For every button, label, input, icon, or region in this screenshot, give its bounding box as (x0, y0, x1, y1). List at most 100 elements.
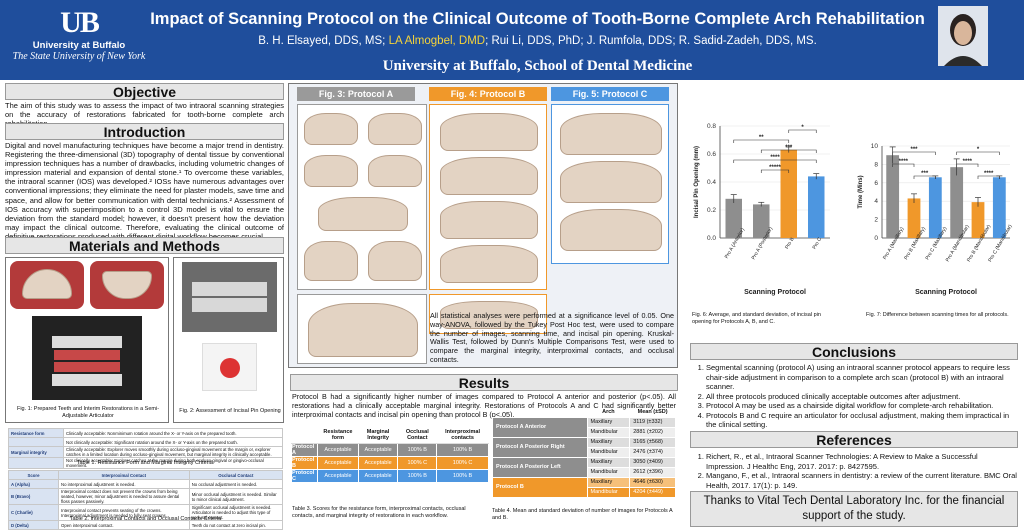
table-cell: Acceptable (317, 455, 359, 470)
portrait-icon (938, 6, 988, 66)
table-cell: Maxillary (586, 416, 631, 428)
table-cell: Protocol A Posterior Right (492, 436, 588, 458)
significance-label: *** (785, 145, 793, 151)
table-cell: 100% B (436, 442, 489, 457)
table-header: Score (8, 470, 59, 480)
articulator-photo (32, 316, 142, 400)
table-cell: Clinically acceptable: Explorer moves sm… (63, 446, 283, 458)
table-cell: Protocol B (492, 476, 588, 498)
table-4-caption: Table 4. Mean and standard deviation of … (492, 508, 673, 521)
table-cell: Mandibular (586, 466, 631, 478)
table-cell: Acceptable (317, 442, 359, 457)
table-cell: Protocol B (290, 455, 319, 470)
table-cell: 100% B (397, 442, 438, 457)
table-cell (8, 437, 64, 447)
significance-label: * (977, 147, 980, 153)
table-cell: Protocol A (290, 442, 319, 457)
table-header-row: Arch Mean (±SD) (493, 408, 676, 417)
x-axis-label: Scanning Protocol (915, 289, 977, 296)
figure-1: Fig. 1: Prepared Teeth and Interim Resto… (5, 257, 169, 423)
table-cell: 100% B (397, 468, 438, 483)
table-row: Not clinically acceptable: Explorer catc… (8, 457, 283, 469)
objective-heading: Objective (5, 83, 284, 100)
references-heading: References (690, 431, 1018, 448)
significance-label: *** (921, 171, 929, 177)
y-tick-label: 0.2 (707, 207, 716, 214)
table-cell: No interproximal adjustment is needed. (58, 479, 190, 489)
table-row: Protocol A Posterior Right Maxillary 3165 … (492, 436, 676, 458)
table-3-caption: Table 3. Scores for the resistance form,… (292, 506, 466, 519)
figure-5-title: Fig. 5: Protocol C (551, 87, 669, 101)
table-2: Score Interproximal Contact Occlusal Conta… (8, 470, 284, 530)
university-name: University at Buffalo (32, 40, 126, 51)
table-cell: 100% B (436, 468, 489, 483)
table-1: Resistance form Clinically acceptable: No… (8, 428, 283, 469)
table-cell: Maxillary (586, 456, 631, 468)
bar (753, 204, 770, 238)
significance-label: **** (770, 155, 780, 161)
bar (907, 198, 921, 238)
table-row: B (Bravo) Interproximal contact does not … (8, 488, 284, 505)
table-cell: 2881 (±202) (629, 426, 676, 438)
table-cell: Not clinically acceptable: Significant r… (63, 437, 283, 447)
x-tick-label: Pro B (784, 236, 796, 250)
table-row: A (Alpha) No interproximal adjustment is … (8, 479, 284, 489)
protocol-b-scans (429, 104, 547, 290)
table-cell: Mandibular (586, 486, 631, 498)
table-header (493, 408, 588, 417)
table-cell: 3119 (±332) (629, 416, 676, 428)
significance-bracket (733, 159, 817, 163)
table-header: Mean (±SD) (637, 409, 668, 416)
list-item: Protocol A may be used as a chairside di… (706, 401, 1018, 411)
y-tick-label: 0.4 (707, 179, 716, 186)
list-item: Mangano, F., et al., Intraoral scanners … (706, 471, 1018, 490)
significance-label: *** (910, 147, 918, 153)
table-header-row: Resistance form Marginal Integrity Occlusa… (291, 427, 489, 444)
significance-bracket (733, 139, 790, 143)
table-row: Protocol A Posterior Left Maxillary 3050 (… (492, 456, 676, 478)
table-row: Not clinically acceptable: Significant r… (8, 437, 283, 447)
table-header: Interproximal contacts (436, 427, 489, 444)
table-cell: D (Delta) (8, 520, 59, 530)
table-cell: Mandibular (586, 426, 631, 438)
acknowledgement: Thanks to Vital Tech Dental Laboratory I… (690, 491, 1018, 527)
table-cell: Teeth do not contact at zero incisal pin… (188, 520, 284, 530)
significance-bracket (788, 129, 817, 133)
bar (971, 202, 985, 238)
table-4: Arch Mean (±SD) Protocol A Anterior Maxill… (492, 408, 676, 498)
introduction-heading: Introduction (5, 123, 284, 140)
table-row: Resistance form Clinically acceptable: No… (8, 428, 283, 438)
significance-bracket (956, 151, 1000, 155)
table-cell: Mandibular (586, 446, 631, 458)
protocol-a-models (297, 294, 427, 364)
table-row: Marginal integrity Clinically acceptable:… (8, 446, 283, 458)
authors-part-a: B. H. Elsayed, DDS, MS; (258, 35, 389, 47)
table-header: Arch (602, 409, 615, 416)
table-cell: Acceptable (317, 468, 359, 483)
bar (808, 176, 825, 238)
table-cell: Protocol A Anterior (492, 416, 588, 438)
figure-3-title: Fig. 3: Protocol A (297, 87, 415, 101)
table-row: Protocol A Anterior Maxillary 3119 (±332) (492, 416, 676, 438)
results-heading: Results (290, 374, 678, 391)
table-cell: Acceptable (357, 455, 399, 470)
y-axis-label: Incisal Pin Opening (mm) (694, 146, 700, 218)
table-cell: Protocol A Posterior Left (492, 456, 588, 478)
y-tick-label: 0 (874, 235, 878, 242)
table-cell: Maxillary (586, 476, 631, 488)
significance-label: ** (759, 135, 764, 141)
statistics-text: All statistical analyses were performed … (430, 311, 674, 364)
table-cell: 3165 (±568) (629, 436, 676, 448)
figure-7-caption: Fig. 7: Difference between scanning time… (866, 312, 1009, 318)
table-cell: 3050 (±409) (629, 456, 676, 468)
significance-bracket (892, 151, 936, 155)
author-photo (938, 6, 988, 66)
table-cell: Acceptable (357, 442, 399, 457)
protocol-b-models (429, 294, 547, 334)
bar (780, 149, 797, 238)
table-header: Marginal Integrity (358, 427, 398, 444)
table-cell: Resistance form (8, 428, 64, 438)
table-cell: No occlusal adjustment is needed. (188, 479, 284, 489)
y-tick-label: 0.0 (707, 235, 716, 242)
incisal-pin-photo (182, 262, 277, 332)
